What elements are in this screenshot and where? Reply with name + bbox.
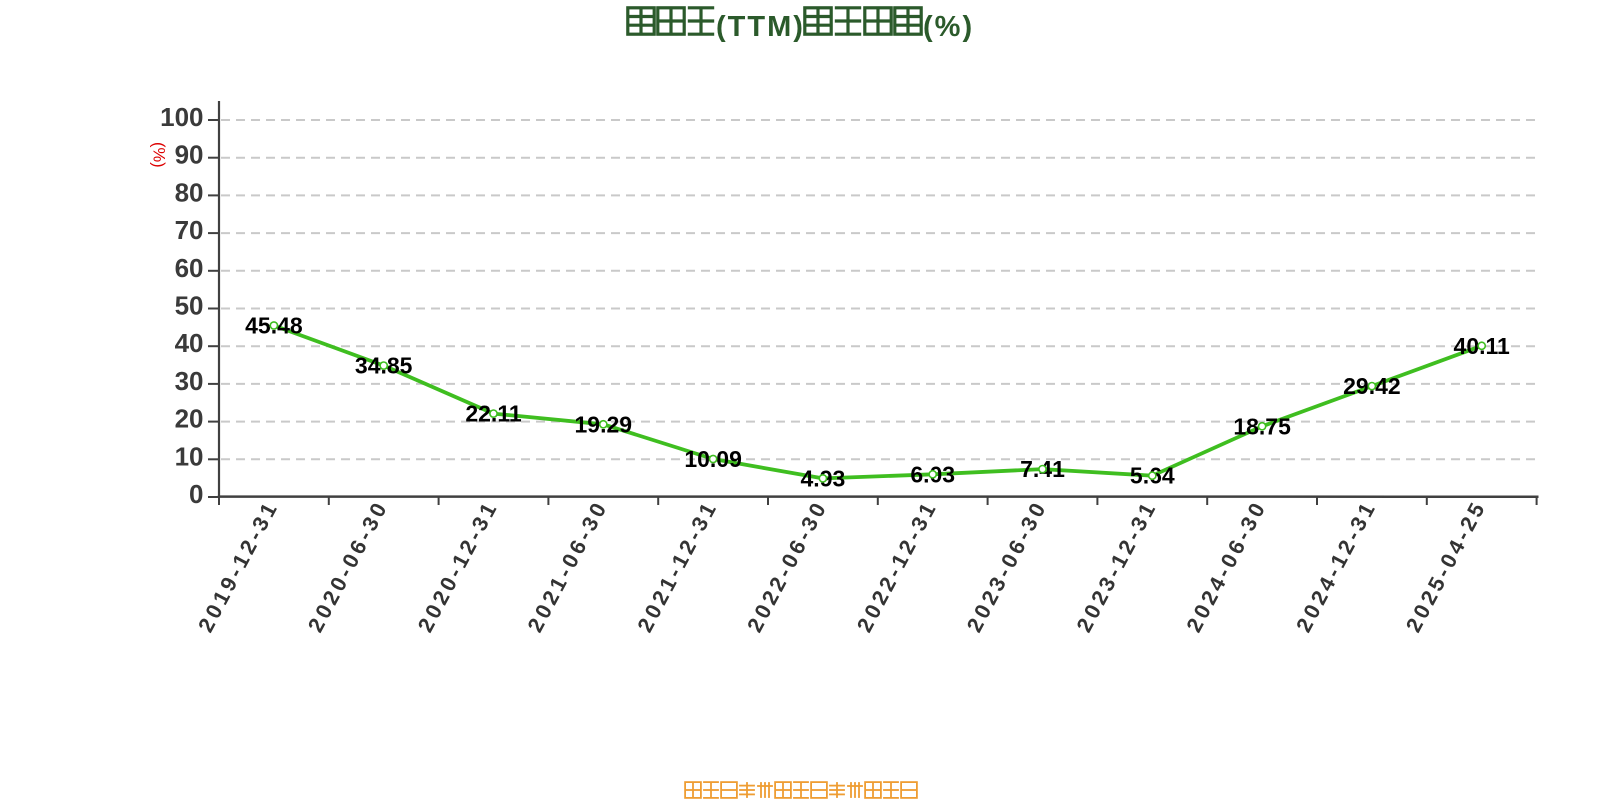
svg-text:0: 0 — [189, 479, 203, 509]
svg-text:(%): (%) — [923, 11, 974, 43]
svg-text:(%): (%) — [150, 142, 168, 168]
svg-text:60: 60 — [175, 253, 204, 283]
svg-text:(TTM): (TTM) — [716, 11, 805, 43]
svg-text:100: 100 — [160, 102, 203, 132]
svg-text:10: 10 — [175, 441, 204, 471]
svg-text:80: 80 — [175, 177, 204, 207]
svg-text:90: 90 — [175, 140, 204, 170]
svg-text:40: 40 — [175, 328, 204, 358]
svg-text:50: 50 — [175, 291, 204, 321]
svg-text:20: 20 — [175, 404, 204, 434]
svg-text:70: 70 — [175, 215, 204, 245]
svg-text:30: 30 — [175, 366, 204, 396]
